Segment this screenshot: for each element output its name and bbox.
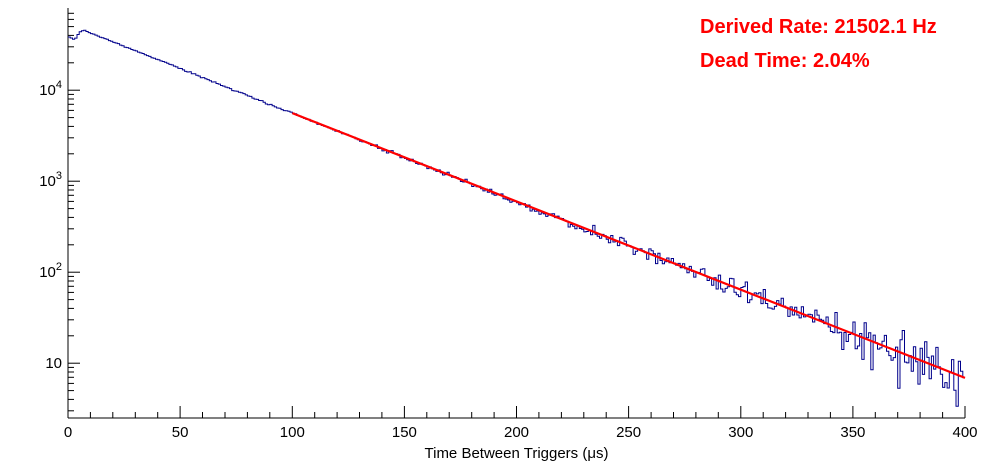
svg-text:10: 10 [45, 355, 62, 372]
histogram-series [68, 29, 965, 407]
svg-text:100: 100 [280, 424, 305, 441]
svg-text:250: 250 [616, 424, 641, 441]
svg-text:350: 350 [840, 424, 865, 441]
svg-text:400: 400 [952, 424, 977, 441]
x-axis-title: Time Between Triggers (μs) [425, 445, 609, 462]
svg-text:200: 200 [504, 424, 529, 441]
annotations: Derived Rate: 21502.1 Hz Dead Time: 2.04… [700, 10, 937, 78]
axis-ticks [67, 12, 966, 418]
derived-rate-label: Derived Rate: 21502.1 Hz [700, 16, 937, 38]
dead-time-label: Dead Time: 2.04% [700, 50, 870, 72]
svg-text:0: 0 [64, 424, 72, 441]
fit-line [291, 112, 966, 379]
x-tick-labels: 0 50 100 150 200 250 300 350 400 [64, 424, 978, 441]
svg-text:50: 50 [172, 424, 189, 441]
svg-text:300: 300 [728, 424, 753, 441]
axes [67, 8, 966, 419]
svg-text:150: 150 [392, 424, 417, 441]
